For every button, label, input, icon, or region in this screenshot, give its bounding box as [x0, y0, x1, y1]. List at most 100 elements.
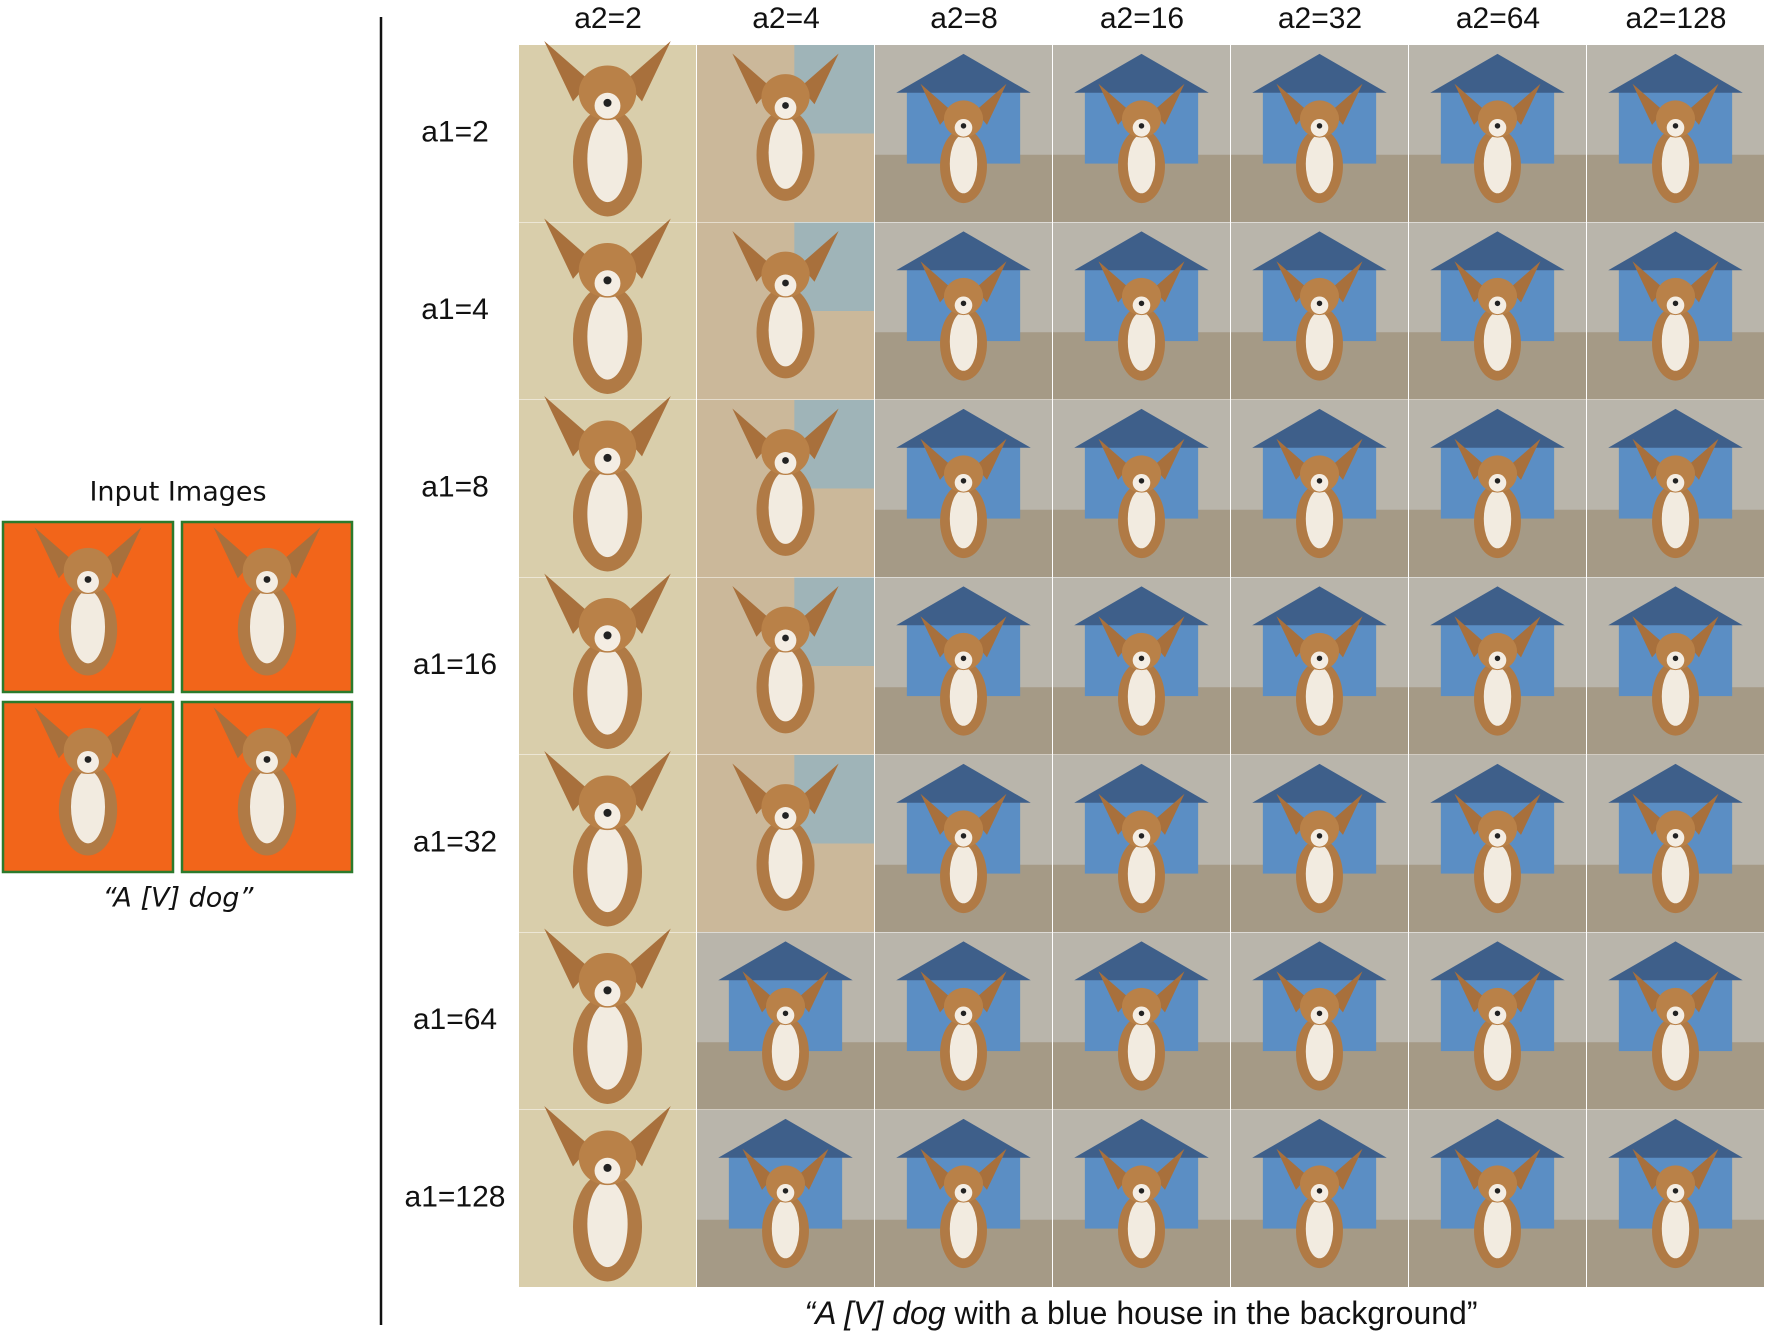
- dog-chest: [1305, 1199, 1334, 1259]
- image: [697, 1110, 874, 1287]
- dog-ear: [102, 707, 142, 759]
- dog-ear: [920, 261, 952, 303]
- dog-ear: [1153, 261, 1185, 303]
- dog-nose: [1138, 300, 1145, 307]
- dog-nose: [1494, 655, 1501, 662]
- image: [1053, 45, 1230, 222]
- dog-head: [1477, 810, 1518, 848]
- image: [519, 573, 696, 755]
- dog-nose: [782, 102, 789, 109]
- dog-chest: [1483, 134, 1512, 194]
- dog-chest: [949, 134, 978, 194]
- input-title: Input Images: [89, 477, 266, 508]
- dog-nose: [782, 1010, 789, 1017]
- house-roof: [896, 53, 1031, 93]
- house-roof: [1252, 53, 1387, 93]
- dog-ear: [1509, 83, 1541, 125]
- dog-chest: [1661, 134, 1690, 194]
- dog-chest: [1483, 1022, 1512, 1081]
- house-roof: [1252, 586, 1387, 626]
- dog-chest: [1661, 1022, 1690, 1081]
- dog-ear: [1687, 971, 1719, 1013]
- dog-chest: [1483, 489, 1512, 549]
- image: [875, 577, 1052, 755]
- dog-ear: [1098, 793, 1130, 835]
- house-roof: [718, 941, 853, 981]
- dog-chest: [587, 1003, 628, 1090]
- dog-chest: [249, 770, 285, 844]
- image: [697, 932, 874, 1110]
- dog-nose: [1672, 123, 1679, 129]
- image: [519, 41, 696, 222]
- dog-ear: [975, 261, 1007, 303]
- dog-ear: [1687, 438, 1719, 480]
- dog-chest: [768, 293, 803, 367]
- dog-ear: [1098, 1148, 1130, 1190]
- dog-ear: [1153, 793, 1185, 835]
- image: [875, 1110, 1052, 1287]
- dog-head: [1121, 632, 1162, 671]
- dog-chest: [768, 648, 803, 722]
- dog-ear: [1687, 616, 1719, 658]
- dog-chest: [587, 1180, 628, 1268]
- dog-nose: [1316, 833, 1323, 839]
- dog-chest: [1127, 1022, 1156, 1081]
- dog-ear: [1098, 83, 1130, 125]
- dog-nose: [1672, 478, 1679, 484]
- house-roof: [1608, 231, 1743, 271]
- image: [1587, 755, 1764, 932]
- dog-ear: [1153, 438, 1185, 480]
- dog-head: [578, 65, 637, 121]
- row-label: a1=16: [413, 648, 497, 681]
- dog-head: [1655, 1165, 1696, 1203]
- dog-head: [1299, 810, 1340, 848]
- dog-head: [1121, 1165, 1162, 1203]
- dog-ear: [1509, 616, 1541, 658]
- image: [180, 520, 354, 694]
- dog-ear: [732, 408, 772, 460]
- house-roof: [1430, 586, 1565, 626]
- column-label: a2=128: [1626, 2, 1727, 35]
- dog-ear: [544, 928, 591, 989]
- dog-ear: [544, 1106, 591, 1167]
- dog-ear: [1098, 616, 1130, 658]
- dog-nose: [1672, 1010, 1679, 1017]
- dog-nose: [1672, 300, 1679, 307]
- dog-nose: [84, 756, 92, 763]
- dog-nose: [1494, 1010, 1501, 1017]
- caption-rest: with a blue house in the background”: [946, 1295, 1478, 1331]
- dog-ear: [1632, 438, 1664, 480]
- row-label: a1=8: [421, 471, 489, 504]
- dog-chest: [1483, 667, 1512, 726]
- dog-ear: [1632, 261, 1664, 303]
- dog-ear: [1509, 261, 1541, 303]
- dog-ear: [732, 53, 772, 105]
- dog-nose: [782, 1188, 789, 1194]
- image: [1, 520, 175, 694]
- dog-ear: [213, 527, 253, 579]
- dog-nose: [1138, 833, 1145, 839]
- dog-chest: [70, 770, 106, 844]
- image: [1409, 932, 1586, 1110]
- image: [1409, 222, 1586, 400]
- dog-head: [943, 632, 984, 671]
- house-roof: [896, 941, 1031, 981]
- dog-nose: [960, 300, 967, 307]
- dog-nose: [1494, 833, 1501, 839]
- dog-nose: [1494, 300, 1501, 307]
- dog-ear: [732, 763, 772, 815]
- dog-head: [1655, 632, 1696, 671]
- dog-chest: [1661, 667, 1690, 726]
- house-roof: [1430, 1118, 1565, 1158]
- dog-ear: [1509, 793, 1541, 835]
- image: [519, 218, 696, 400]
- image: [1053, 932, 1230, 1110]
- dog-chest: [949, 489, 978, 549]
- dog-ear: [1331, 261, 1363, 303]
- dog-chest: [949, 1022, 978, 1081]
- dog-nose: [1138, 1188, 1145, 1194]
- house-roof: [1608, 941, 1743, 981]
- image: [1587, 222, 1764, 400]
- dog-ear: [1331, 1148, 1363, 1190]
- dog-head: [1477, 1165, 1518, 1203]
